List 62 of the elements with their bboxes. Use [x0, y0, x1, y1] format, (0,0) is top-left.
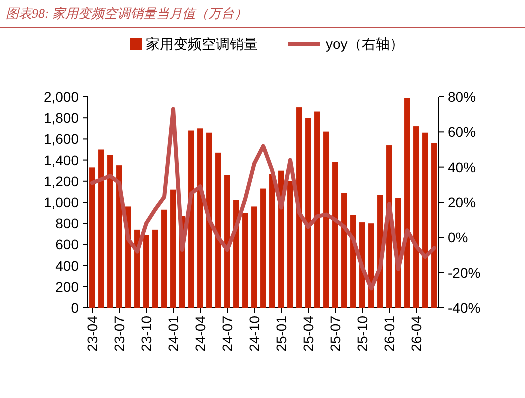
bar — [314, 112, 320, 308]
x-tick-label: 26-01 — [382, 316, 398, 352]
bar — [432, 143, 438, 308]
y2-tick-label: 40% — [448, 159, 476, 176]
x-tick-label: 24-01 — [166, 316, 182, 352]
x-tick-label: 26-04 — [408, 316, 424, 352]
bar — [224, 175, 230, 308]
x-tick-label: 24-07 — [220, 316, 236, 352]
x-tick-label: 25-04 — [300, 316, 316, 352]
bar — [206, 132, 212, 308]
y-tick-label: 1,800 — [44, 110, 80, 126]
y-tick-label: 0 — [71, 300, 80, 316]
x-tick-label: 25-10 — [354, 316, 370, 352]
bar — [414, 126, 420, 308]
bar — [216, 152, 222, 308]
y2-tick-label: 80% — [448, 89, 476, 105]
bar — [422, 132, 428, 308]
y-tick-label: 1,200 — [44, 173, 80, 190]
y-tick-label: 1,600 — [44, 131, 80, 148]
bar — [324, 132, 330, 308]
bar — [270, 174, 276, 308]
y-tick-label: 800 — [56, 216, 80, 232]
bar — [198, 128, 204, 308]
bar — [152, 230, 158, 308]
bar — [288, 181, 294, 308]
bar — [332, 162, 338, 308]
y-tick-label: 600 — [56, 236, 80, 253]
bar — [108, 155, 114, 308]
bar — [98, 150, 104, 308]
bar — [342, 193, 348, 308]
y-tick-label: 400 — [56, 258, 80, 274]
bar — [306, 118, 312, 308]
bar — [162, 210, 168, 308]
bar — [188, 130, 194, 308]
y2-tick-label: 60% — [448, 124, 476, 140]
bar — [260, 188, 266, 308]
legend-label: 家用变频空调销量 — [146, 36, 258, 52]
x-tick-label: 25-01 — [274, 316, 290, 352]
x-tick-label: 23-10 — [138, 316, 154, 352]
bar — [170, 190, 176, 308]
y2-tick-label: -20% — [448, 264, 481, 281]
x-tick-label: 25-07 — [328, 316, 344, 352]
legend-label: yoy（右轴） — [326, 36, 404, 52]
bar — [404, 98, 410, 308]
chart-title: 图表98: 家用变频空调销量当月值（万台） — [6, 6, 248, 21]
y2-tick-label: -40% — [448, 300, 481, 316]
bar — [90, 168, 96, 308]
x-tick-label: 23-04 — [84, 316, 100, 352]
y2-tick-label: 20% — [448, 194, 476, 210]
x-tick-label: 23-07 — [112, 316, 128, 352]
y2-tick-label: 0% — [448, 230, 468, 246]
y-tick-label: 2,000 — [44, 89, 80, 105]
y-tick-label: 1,000 — [44, 194, 80, 210]
x-tick-label: 24-10 — [246, 316, 262, 352]
bar — [296, 108, 302, 308]
y-tick-label: 1,400 — [44, 152, 80, 168]
bar — [252, 206, 258, 308]
x-tick-label: 24-04 — [192, 316, 208, 352]
y-tick-label: 200 — [56, 278, 80, 295]
line-series — [90, 107, 436, 291]
bar — [144, 235, 150, 308]
bar — [242, 213, 248, 308]
